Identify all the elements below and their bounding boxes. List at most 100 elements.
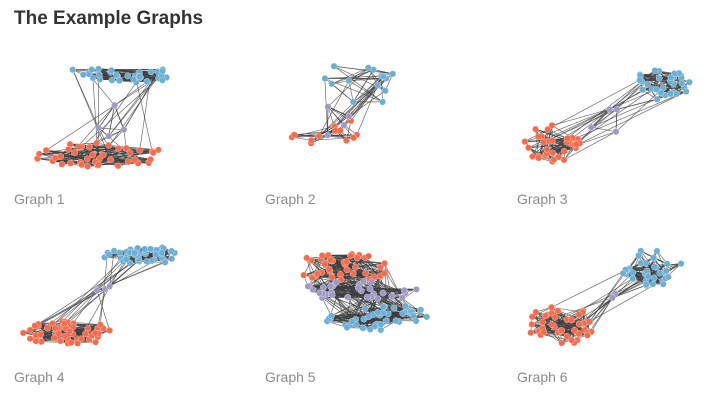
graph-node xyxy=(308,137,314,143)
graph-node xyxy=(106,142,112,148)
graph-node xyxy=(65,146,71,152)
graph-node xyxy=(150,150,156,156)
graph-node xyxy=(328,313,334,319)
graph-node xyxy=(68,339,74,345)
graph-node xyxy=(529,153,535,159)
graph-node xyxy=(59,161,65,167)
graph-node xyxy=(644,268,650,274)
graph-node xyxy=(92,339,98,345)
graph-node xyxy=(576,312,582,318)
graph-node xyxy=(137,147,143,153)
graph-node xyxy=(529,314,535,320)
graph-node xyxy=(360,278,366,284)
graph-node xyxy=(319,252,325,258)
graph-node xyxy=(668,74,674,80)
graph-panel-5: Graph 5 xyxy=(265,233,495,408)
graph-node xyxy=(351,135,357,141)
graph-node xyxy=(552,314,558,320)
graph-node xyxy=(606,106,612,112)
graph-node xyxy=(301,272,307,278)
graph-node xyxy=(325,104,331,110)
graph-node xyxy=(679,80,685,86)
graph-edge xyxy=(135,76,152,151)
graph-node xyxy=(364,294,370,300)
graph-node xyxy=(349,318,355,324)
graph-node xyxy=(127,150,133,156)
graph-panel-6: Graph 6 xyxy=(517,233,720,408)
graph-node xyxy=(116,250,122,256)
graph-node xyxy=(381,270,387,276)
graph-node xyxy=(90,152,96,158)
graph-node xyxy=(72,149,78,155)
graph-node xyxy=(402,303,408,309)
graph-node xyxy=(84,156,90,162)
graph-node xyxy=(52,155,58,161)
graph-node xyxy=(96,125,102,131)
graph-node xyxy=(350,270,356,276)
graph-node xyxy=(346,78,352,84)
graph-node xyxy=(651,264,657,270)
graph-node xyxy=(331,63,337,69)
graph-node xyxy=(654,96,660,102)
graph-node xyxy=(333,279,339,285)
graph-node xyxy=(67,160,73,166)
graph-node xyxy=(82,330,88,336)
graph-node xyxy=(90,75,96,81)
graph-node xyxy=(638,260,644,266)
graph-node xyxy=(108,67,114,73)
graph-node xyxy=(125,73,131,79)
graph-node xyxy=(109,77,115,83)
graph-node xyxy=(89,66,95,72)
graph-node xyxy=(540,139,546,145)
graph-node xyxy=(571,327,577,333)
graph-node xyxy=(549,321,555,327)
graph-node xyxy=(344,324,350,330)
graph-node xyxy=(96,72,102,78)
graph-node xyxy=(320,284,326,290)
graph-node xyxy=(561,157,567,163)
graph-node xyxy=(660,281,666,287)
graph-node xyxy=(362,305,368,311)
graph-node xyxy=(159,68,165,74)
graph-node xyxy=(131,250,137,256)
graph-node xyxy=(316,133,322,139)
graph-node xyxy=(367,285,373,291)
graph-node xyxy=(84,163,90,169)
graph-node xyxy=(368,279,374,285)
graph-node xyxy=(551,157,557,163)
graph-node xyxy=(115,163,121,169)
graph-node xyxy=(343,137,349,143)
graph-node xyxy=(378,321,384,327)
graph-node xyxy=(542,313,548,319)
graph-node xyxy=(341,122,347,128)
graph-node xyxy=(322,261,328,267)
graph-node xyxy=(328,284,334,290)
graph-node xyxy=(327,257,333,263)
graph-node xyxy=(27,327,33,333)
graph-edge xyxy=(115,105,124,129)
graph-node xyxy=(365,314,371,320)
graph-node xyxy=(559,340,565,346)
graph-node xyxy=(38,331,44,337)
graph-node xyxy=(51,335,57,341)
graph-network-4 xyxy=(14,233,244,363)
graph-node xyxy=(401,287,407,293)
graph-node xyxy=(70,67,76,73)
graph-node xyxy=(383,318,389,324)
graph-node xyxy=(651,275,657,281)
graph-node xyxy=(329,274,335,280)
graph-node xyxy=(33,338,39,344)
graph-node xyxy=(80,72,86,78)
graph-node xyxy=(643,281,649,287)
graph-node xyxy=(588,124,594,130)
graph-node xyxy=(337,127,343,133)
graph-node xyxy=(360,325,366,331)
graph-caption-5: Graph 5 xyxy=(265,369,316,385)
graph-node xyxy=(95,66,101,72)
graph-node xyxy=(374,82,380,88)
graph-node xyxy=(97,322,103,328)
graph-node xyxy=(142,246,148,252)
graph-node xyxy=(113,72,119,78)
graph-node xyxy=(375,310,381,316)
graph-node xyxy=(92,330,98,336)
